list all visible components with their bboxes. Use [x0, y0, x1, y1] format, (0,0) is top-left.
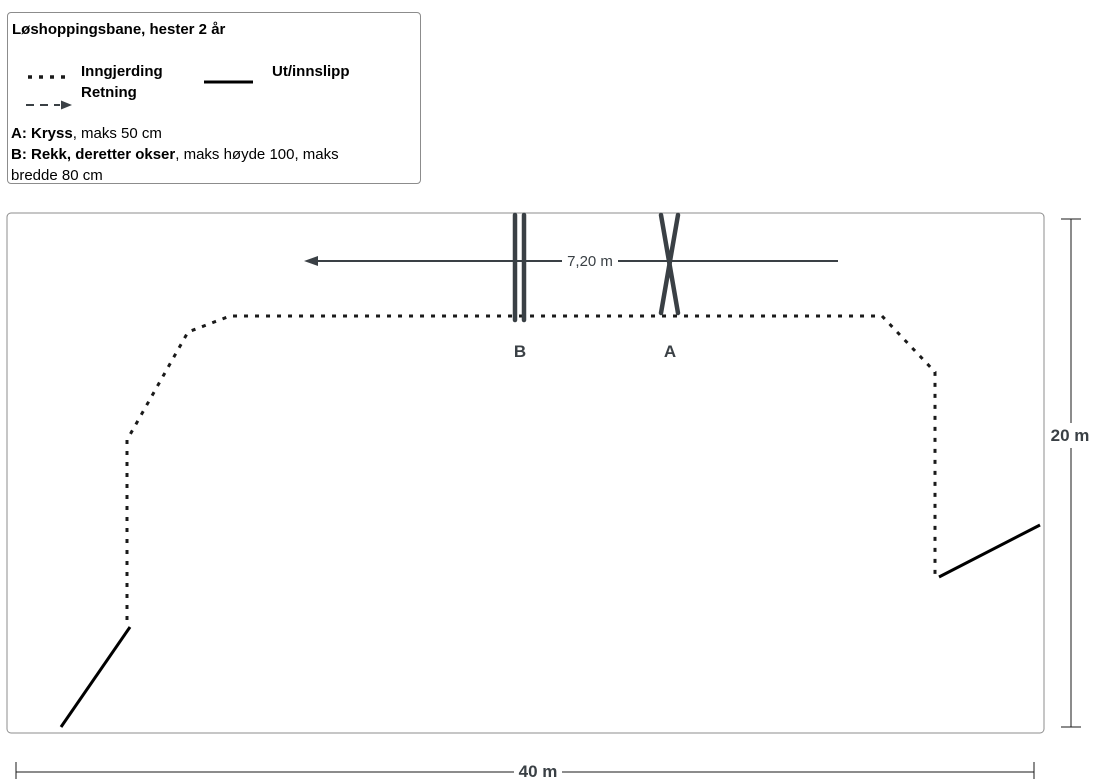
exit-gate-line [938, 523, 1041, 579]
direction-label: Retning [81, 84, 137, 101]
note-a-key: A: Kryss [11, 125, 73, 142]
height-dimension [1061, 218, 1081, 728]
width-label: 40 m [519, 762, 558, 779]
note-b: B: Rekk, deretter okser, maks høyde 100,… [11, 144, 339, 165]
direction-arrow-icon [26, 100, 72, 110]
distance-label: 7,20 m [567, 253, 613, 270]
legend-box: Løshoppingsbane, hester 2 år Inngjerding… [7, 12, 421, 184]
note-a-rest: , maks 50 cm [72, 125, 162, 142]
note-b-rest: , maks høyde 100, maks [175, 146, 339, 163]
arrow-head-icon [304, 256, 318, 266]
jump-b-icon [512, 212, 527, 323]
legend-title: Løshoppingsbane, hester 2 år [12, 21, 226, 38]
note-a: A: Kryss, maks 50 cm [11, 123, 162, 144]
note-b-line2: bredde 80 cm [11, 167, 103, 184]
width-dimension [15, 762, 1035, 779]
exit-label: Ut/innslipp [272, 63, 350, 80]
height-label: 20 m [1051, 426, 1090, 445]
fencing-label: Inngjerding [81, 63, 163, 80]
note-b-key: B: Rekk, deretter okser [11, 146, 176, 163]
jump-a-label: A [664, 342, 676, 361]
legend-symbols [26, 75, 253, 110]
chute-fencing [125, 314, 937, 620]
arena-boundary [6, 212, 1045, 734]
jump-b-label: B [514, 342, 526, 361]
jump-a-cross-icon [658, 212, 681, 316]
entry-gate-line [59, 626, 132, 728]
direction-arrow [304, 256, 838, 266]
